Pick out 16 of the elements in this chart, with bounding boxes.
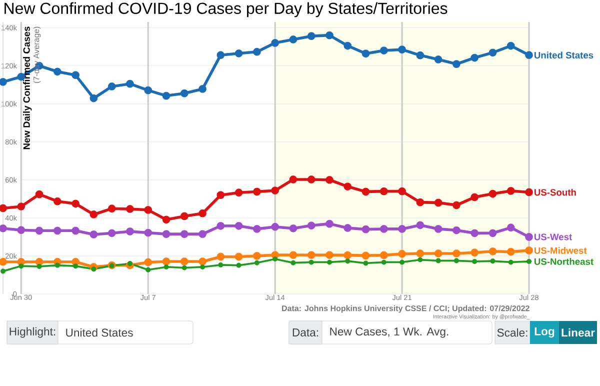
annotation: (7-day Average) xyxy=(33,26,41,83)
text: Data: xyxy=(292,328,318,336)
text: Linear xyxy=(562,328,595,337)
series-label: US-West xyxy=(534,234,572,240)
series-label: US-Northeast xyxy=(534,258,594,265)
text: Highlight: xyxy=(10,327,56,338)
series-label: United States xyxy=(534,52,594,59)
series-label: US-South xyxy=(534,188,576,196)
series-label: US-Midwest xyxy=(534,247,587,254)
text: Data: Johns Hopkins University CSSE / CCI; Updated: 07/29/2022 xyxy=(282,305,530,313)
y-axis-title: New Daily Confirmed Cases xyxy=(23,26,32,150)
text: New Cases, 1 Wk. Avg. xyxy=(330,327,448,338)
text: Scale: xyxy=(497,328,528,337)
chart-title: New Confirmed COVID-19 Cases per Day by States/Territories xyxy=(4,2,448,18)
text: United States xyxy=(66,328,133,337)
text: Log xyxy=(534,327,554,338)
